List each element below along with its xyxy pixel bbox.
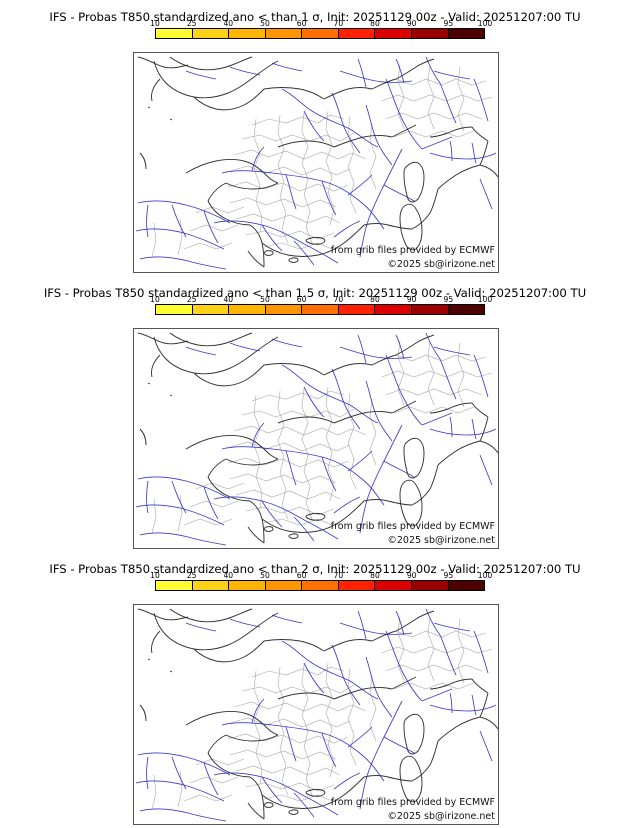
- colorbar-tick-95: 95: [443, 571, 454, 580]
- map-credit-1: from grib files provided by ECMWF: [330, 521, 495, 532]
- panel-title-0: IFS - Probas T850 standardized ano < tha…: [49, 10, 581, 24]
- colorbar-swatches: [155, 580, 485, 591]
- colorbar-tick-80: 80: [370, 295, 380, 304]
- colorbar-tick-100: 100: [477, 571, 493, 580]
- colorbar-swatch-7: [411, 305, 449, 314]
- map-vector-layer: [135, 608, 498, 822]
- colorbar-swatch-2: [229, 581, 266, 590]
- map-credit-2: from grib files provided by ECMWF: [330, 797, 495, 808]
- map-rivers-layer: [135, 608, 497, 822]
- colorbar-swatch-4: [302, 305, 339, 314]
- map-borders-layer: [151, 616, 493, 810]
- colorbar-swatch-6: [375, 305, 412, 314]
- colorbar-tick-labels: 10 25 40 50 60 70 80 90 95 100: [150, 19, 492, 28]
- colorbar-swatch-4: [302, 29, 339, 38]
- colorbar-tick-50: 50: [260, 571, 270, 580]
- colorbar-swatch-8: [448, 581, 485, 590]
- map-copyright-0: ©2025 sb@irizone.net: [387, 259, 495, 270]
- colorbar-swatch-7: [411, 29, 449, 38]
- colorbar: 10 25 40 50 60 70 80 90 95 100: [150, 19, 492, 39]
- colorbar-swatch-0: [156, 581, 193, 590]
- map-borders-layer: [151, 64, 493, 258]
- colorbar-swatch-2: [229, 305, 266, 314]
- colorbar-tick-labels: 10 25 40 50 60 70 80 90 95 100: [150, 571, 492, 580]
- map-vector-layer: [135, 332, 498, 546]
- colorbar-swatch-8: [448, 29, 485, 38]
- map-copyright-1: ©2025 sb@irizone.net: [387, 535, 495, 546]
- colorbar-tick-10: 10: [150, 571, 160, 580]
- colorbar-tick-25: 25: [186, 19, 197, 28]
- map-rivers-layer: [135, 56, 497, 270]
- panel-1p5sigma: IFS - Probas T850 standardized ano < tha…: [0, 276, 630, 552]
- map-canvas-1[interactable]: from grib files provided by ECMWF ©2025 …: [133, 328, 499, 549]
- colorbar-swatch-3: [265, 581, 303, 590]
- panel-title-2: IFS - Probas T850 standardized ano < tha…: [49, 562, 581, 576]
- colorbar-swatch-2: [229, 29, 266, 38]
- map-coastline-layer: [137, 56, 498, 268]
- colorbar-swatch-7: [411, 581, 449, 590]
- colorbar-tick-90: 90: [406, 571, 417, 580]
- colorbar-swatch-5: [338, 29, 376, 38]
- colorbar-tick-50: 50: [260, 295, 270, 304]
- colorbar-tick-100: 100: [477, 19, 493, 28]
- colorbar-swatch-6: [375, 29, 412, 38]
- map-credit-0: from grib files provided by ECMWF: [330, 245, 495, 256]
- colorbar-swatch-5: [338, 581, 376, 590]
- colorbar-tick-90: 90: [406, 19, 417, 28]
- colorbar-swatch-5: [338, 305, 376, 314]
- colorbar-swatch-8: [448, 305, 485, 314]
- colorbar-swatches: [155, 28, 485, 39]
- colorbar-swatch-3: [265, 305, 303, 314]
- colorbar-tick-80: 80: [370, 19, 380, 28]
- map-coastline-layer: [137, 608, 498, 820]
- colorbar-swatch-4: [302, 581, 339, 590]
- colorbar-swatch-0: [156, 29, 193, 38]
- colorbar-swatch-0: [156, 305, 193, 314]
- map-canvas-2[interactable]: from grib files provided by ECMWF ©2025 …: [133, 604, 499, 825]
- colorbar-swatch-3: [265, 29, 303, 38]
- map-borders-layer: [151, 340, 493, 534]
- colorbar-tick-40: 40: [223, 571, 234, 580]
- colorbar-tick-60: 60: [296, 571, 307, 580]
- colorbar-tick-95: 95: [443, 19, 454, 28]
- colorbar-tick-60: 60: [296, 295, 307, 304]
- colorbar-tick-100: 100: [477, 295, 493, 304]
- colorbar-tick-70: 70: [333, 295, 344, 304]
- map-vector-layer: [135, 56, 498, 270]
- colorbar-tick-80: 80: [370, 571, 380, 580]
- colorbar: 10 25 40 50 60 70 80 90 95 100: [150, 295, 492, 315]
- panel-1sigma: IFS - Probas T850 standardized ano < tha…: [0, 0, 630, 276]
- colorbar-tick-40: 40: [223, 19, 234, 28]
- map-copyright-2: ©2025 sb@irizone.net: [387, 811, 495, 822]
- colorbar-swatch-1: [192, 29, 230, 38]
- colorbar-tick-25: 25: [186, 295, 197, 304]
- map-coastline-layer: [137, 332, 498, 544]
- colorbar-swatch-1: [192, 581, 230, 590]
- colorbar-tick-70: 70: [333, 19, 344, 28]
- colorbar-tick-25: 25: [186, 571, 197, 580]
- colorbar-tick-60: 60: [296, 19, 307, 28]
- colorbar-tick-90: 90: [406, 295, 417, 304]
- panel-title-1: IFS - Probas T850 standardized ano < tha…: [43, 286, 587, 300]
- colorbar-tick-95: 95: [443, 295, 454, 304]
- colorbar-swatch-6: [375, 581, 412, 590]
- panel-2sigma: IFS - Probas T850 standardized ano < tha…: [0, 552, 630, 828]
- colorbar-swatch-1: [192, 305, 230, 314]
- colorbar-tick-10: 10: [150, 19, 160, 28]
- map-canvas-0[interactable]: from grib files provided by ECMWF ©2025 …: [133, 52, 499, 273]
- colorbar-swatches: [155, 304, 485, 315]
- colorbar-tick-70: 70: [333, 571, 344, 580]
- colorbar: 10 25 40 50 60 70 80 90 95 100: [150, 571, 492, 591]
- colorbar-tick-labels: 10 25 40 50 60 70 80 90 95 100: [150, 295, 492, 304]
- colorbar-tick-10: 10: [150, 295, 160, 304]
- colorbar-tick-50: 50: [260, 19, 270, 28]
- colorbar-tick-40: 40: [223, 295, 234, 304]
